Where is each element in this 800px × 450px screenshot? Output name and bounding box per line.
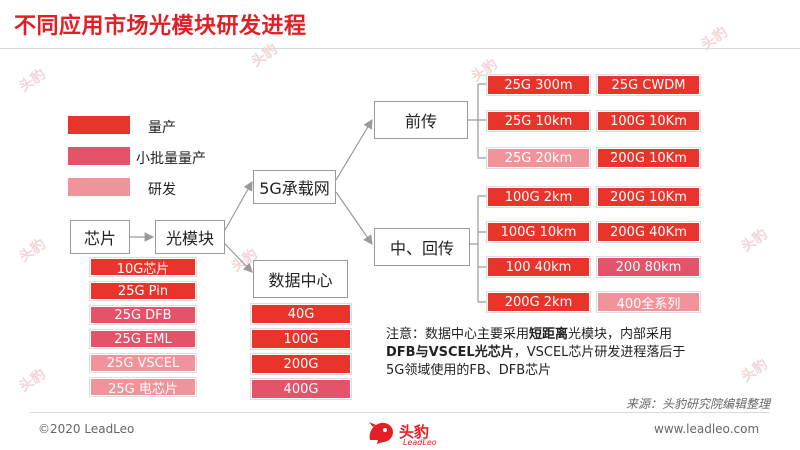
bracket-fronthaul (468, 83, 486, 159)
legend-swatch-small (68, 147, 130, 165)
note-part: 光模块，内部采用 (568, 327, 673, 342)
dc-item-400g: 400G (250, 378, 352, 400)
midbackhaul-cell: 400全系列 (596, 291, 701, 313)
chip-item-10g: 10G芯片 (89, 257, 197, 277)
note-text: 注意：数据中心主要采用短距离光模块，内部采用 DFB与VSCEL光芯片，VSCEL… (386, 326, 696, 380)
footer-divider (30, 412, 770, 413)
logo-subtext: LeadLeo (403, 438, 437, 447)
fronthaul-cell: 100G 10Km (596, 110, 701, 132)
legend-swatch-rd (68, 178, 130, 196)
note-bold: 短距离 (529, 327, 569, 342)
arrow-module-to-5g (224, 180, 253, 231)
chip-item-25g-electric: 25G 电芯片 (89, 377, 197, 397)
midbackhaul-cell: 100G 2km (486, 186, 591, 208)
fronthaul-cell: 25G 20km (486, 147, 591, 169)
footer-url[interactable]: www.leadleo.com (654, 422, 760, 436)
midbackhaul-cell: 100G 10km (486, 221, 591, 243)
fronthaul-cell: 200G 10Km (596, 147, 701, 169)
midbackhaul-cell: 200 80km (596, 256, 701, 278)
fronthaul-cell: 25G 300m (486, 74, 591, 96)
fronthaul-cell: 25G CWDM (596, 74, 701, 96)
legend-label-rd: 研发 (148, 182, 176, 198)
note-part: 注意：数据中心主要采用 (386, 327, 530, 342)
copyright: ©2020 LeadLeo (38, 422, 135, 436)
node-optical-module: 光模块 (155, 220, 225, 254)
node-datacenter: 数据中心 (253, 260, 348, 298)
logo-text: 头豹 (399, 423, 430, 441)
chip-item-25g-dfb: 25G DFB (89, 305, 197, 325)
dc-item-200g: 200G (250, 353, 352, 375)
midbackhaul-cell: 100 40km (486, 256, 591, 278)
chip-item-25g-vscel: 25G VSCEL (89, 353, 197, 373)
leadleo-logo-icon (369, 422, 393, 444)
source-note: 来源：头豹研究院编辑整理 (625, 397, 770, 411)
chip-item-25g-pin: 25G Pin (89, 281, 197, 301)
legend-label-small: 小批量量产 (136, 151, 206, 167)
node-fronthaul: 前传 (374, 101, 468, 139)
bracket-midbackhaul (470, 195, 486, 303)
midbackhaul-cell: 200G 2km (486, 291, 591, 313)
node-chip: 芯片 (70, 220, 130, 254)
page-title: 不同应用市场光模块研发进程 (14, 14, 307, 39)
dc-item-40g: 40G (250, 303, 352, 325)
arrow-5g-to-midbackhaul (335, 191, 373, 245)
midbackhaul-cell: 200G 40Km (596, 221, 701, 243)
legend-swatch-mass (68, 116, 130, 134)
midbackhaul-cell: 200G 10Km (596, 186, 701, 208)
title-divider (0, 48, 800, 49)
legend-label-mass: 量产 (148, 120, 176, 136)
arrow-5g-to-fronthaul (335, 118, 373, 181)
note-part: ，VSCEL芯片研发进程落后于5G领域使用的FB、DFB芯片 (386, 345, 686, 378)
dc-item-100g: 100G (250, 328, 352, 350)
node-midbackhaul: 中、回传 (374, 228, 470, 266)
note-bold: DFB与VSCEL光芯片 (386, 345, 514, 360)
node-5g-network: 5G承载网 (253, 170, 336, 204)
fronthaul-cell: 25G 10km (486, 110, 591, 132)
arrow-module-to-dc (224, 243, 253, 273)
chip-item-25g-eml: 25G EML (89, 329, 197, 349)
